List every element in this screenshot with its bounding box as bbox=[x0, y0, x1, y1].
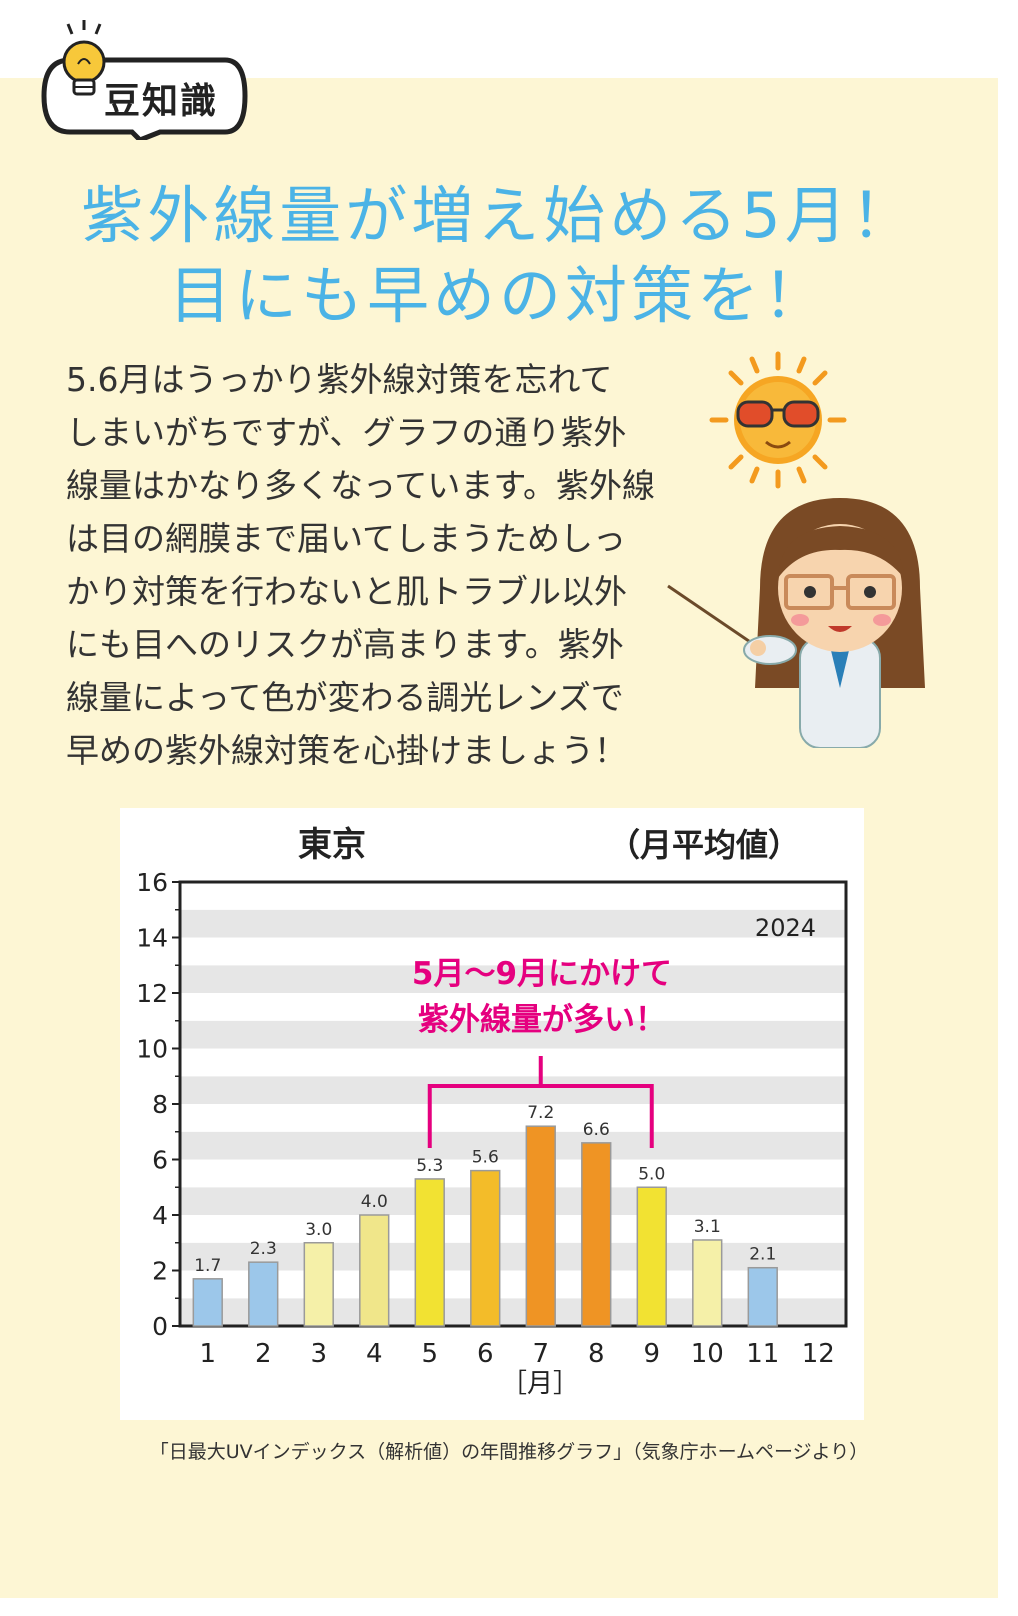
lightbulb-icon bbox=[62, 20, 106, 96]
x-tick-label: 2 bbox=[255, 1339, 272, 1369]
bar-value-label: 2.3 bbox=[250, 1239, 277, 1259]
bar-month-11 bbox=[747, 1266, 778, 1327]
source-caption: 「日最大UVインデックス（解析値）の年間推移グラフ」（気象庁ホームページより） bbox=[149, 1441, 869, 1463]
headline-line-2: 目にも早めの対策を！ bbox=[168, 259, 829, 332]
grid-stripe bbox=[180, 1104, 846, 1132]
grid-stripe bbox=[180, 965, 846, 993]
bar-value-label: 2.1 bbox=[749, 1245, 776, 1265]
annotation-line-1: 5月〜9月にかけて bbox=[412, 956, 672, 992]
bar-value-label: 5.0 bbox=[638, 1164, 665, 1184]
x-tick-label: 1 bbox=[199, 1339, 216, 1369]
grid-stripe bbox=[180, 1020, 846, 1049]
y-tick-label: 2 bbox=[152, 1257, 168, 1286]
body-line: は目の網膜まで届いてしまうためしっ bbox=[66, 519, 627, 558]
x-axis-label: ［月］ bbox=[501, 1369, 579, 1399]
badge-label: 豆知識 bbox=[104, 81, 219, 122]
body-line: 早めの紫外線対策を心掛けましょう！ bbox=[66, 731, 627, 770]
body-line: かり対策を行わないと肌トラブル以外 bbox=[66, 572, 627, 611]
grid-stripe bbox=[180, 1131, 846, 1160]
bar-value-label: 3.0 bbox=[305, 1220, 332, 1240]
x-tick-label: 5 bbox=[421, 1339, 438, 1369]
grid-stripe bbox=[180, 1187, 846, 1215]
x-tick-label: 10 bbox=[691, 1339, 724, 1369]
chart-subtitle: （月平均値） bbox=[608, 826, 800, 864]
y-tick-label: 14 bbox=[136, 924, 168, 953]
bar-value-label: 4.0 bbox=[361, 1192, 388, 1212]
x-tick-label: 9 bbox=[643, 1339, 660, 1369]
bar-month-6 bbox=[470, 1169, 501, 1327]
bar-month-8 bbox=[581, 1142, 612, 1327]
x-tick-label: 12 bbox=[802, 1339, 835, 1369]
bar-value-label: 1.7 bbox=[194, 1256, 221, 1276]
teacher-illustration bbox=[667, 498, 925, 748]
sun-with-sunglasses-icon bbox=[709, 351, 847, 489]
bar-month-5 bbox=[414, 1178, 445, 1327]
x-tick-label: 6 bbox=[477, 1339, 494, 1369]
bar-month-4 bbox=[359, 1214, 390, 1327]
grid-stripe bbox=[180, 1242, 846, 1271]
grid-stripe bbox=[180, 909, 846, 938]
year-label: 2024 bbox=[755, 914, 816, 942]
bar-value-label: 6.6 bbox=[583, 1120, 610, 1140]
headline-line-1: 紫外線量が増え始める5月！ bbox=[81, 179, 917, 252]
y-tick-label: 8 bbox=[152, 1090, 168, 1119]
x-tick-label: 11 bbox=[746, 1339, 779, 1369]
bar-value-label: 5.6 bbox=[472, 1148, 499, 1168]
annotation-bracket bbox=[427, 1056, 654, 1148]
y-tick-label: 4 bbox=[152, 1201, 168, 1230]
body-line: しまいがちですが、グラフの通り紫外 bbox=[66, 413, 627, 452]
bar-month-9 bbox=[636, 1186, 667, 1327]
y-tick-label: 12 bbox=[136, 979, 168, 1008]
annotation-line-2: 紫外線量が多い！ bbox=[418, 1002, 666, 1038]
body-paragraph: 5.6月はうっかり紫外線対策を忘れて しまいがちですが、グラフの通り紫外 線量は… bbox=[66, 353, 666, 777]
grid-stripe bbox=[180, 1076, 846, 1104]
x-tick-label: 3 bbox=[310, 1339, 327, 1369]
grid-stripe bbox=[180, 1048, 846, 1077]
x-tick-label: 7 bbox=[532, 1339, 549, 1369]
y-tick-label: 10 bbox=[136, 1035, 168, 1064]
grid-stripe bbox=[180, 993, 846, 1021]
x-tick-label: 8 bbox=[588, 1339, 605, 1369]
bar-value-label: 3.1 bbox=[694, 1217, 721, 1237]
bar-month-2 bbox=[248, 1261, 279, 1327]
y-tick-label: 6 bbox=[152, 1146, 168, 1175]
bar-month-3 bbox=[303, 1242, 334, 1327]
grid-stripe bbox=[180, 1215, 846, 1243]
bar-month-1 bbox=[192, 1278, 223, 1327]
y-tick-label: 16 bbox=[136, 868, 168, 897]
grid-stripe bbox=[180, 937, 846, 966]
bar-value-label: 7.2 bbox=[527, 1103, 554, 1123]
bar-value-label: 5.3 bbox=[416, 1156, 443, 1176]
body-line: にも目へのリスクが高まります。紫外 bbox=[66, 625, 624, 664]
bar-month-10 bbox=[692, 1239, 723, 1327]
chart-title: 東京 bbox=[298, 825, 366, 865]
grid-stripe bbox=[180, 1159, 846, 1188]
body-line: 5.6月はうっかり紫外線対策を忘れて bbox=[66, 360, 613, 399]
grid-stripe bbox=[180, 882, 846, 910]
body-line: 線量はかなり多くなっています。紫外線 bbox=[66, 466, 656, 505]
x-tick-label: 4 bbox=[366, 1339, 383, 1369]
bar-month-7 bbox=[525, 1125, 556, 1327]
grid-stripe bbox=[180, 1270, 846, 1299]
y-tick-label: 0 bbox=[152, 1312, 168, 1341]
body-line: 線量によって色が変わる調光レンズで bbox=[66, 678, 624, 717]
grid-stripe bbox=[180, 1298, 846, 1326]
